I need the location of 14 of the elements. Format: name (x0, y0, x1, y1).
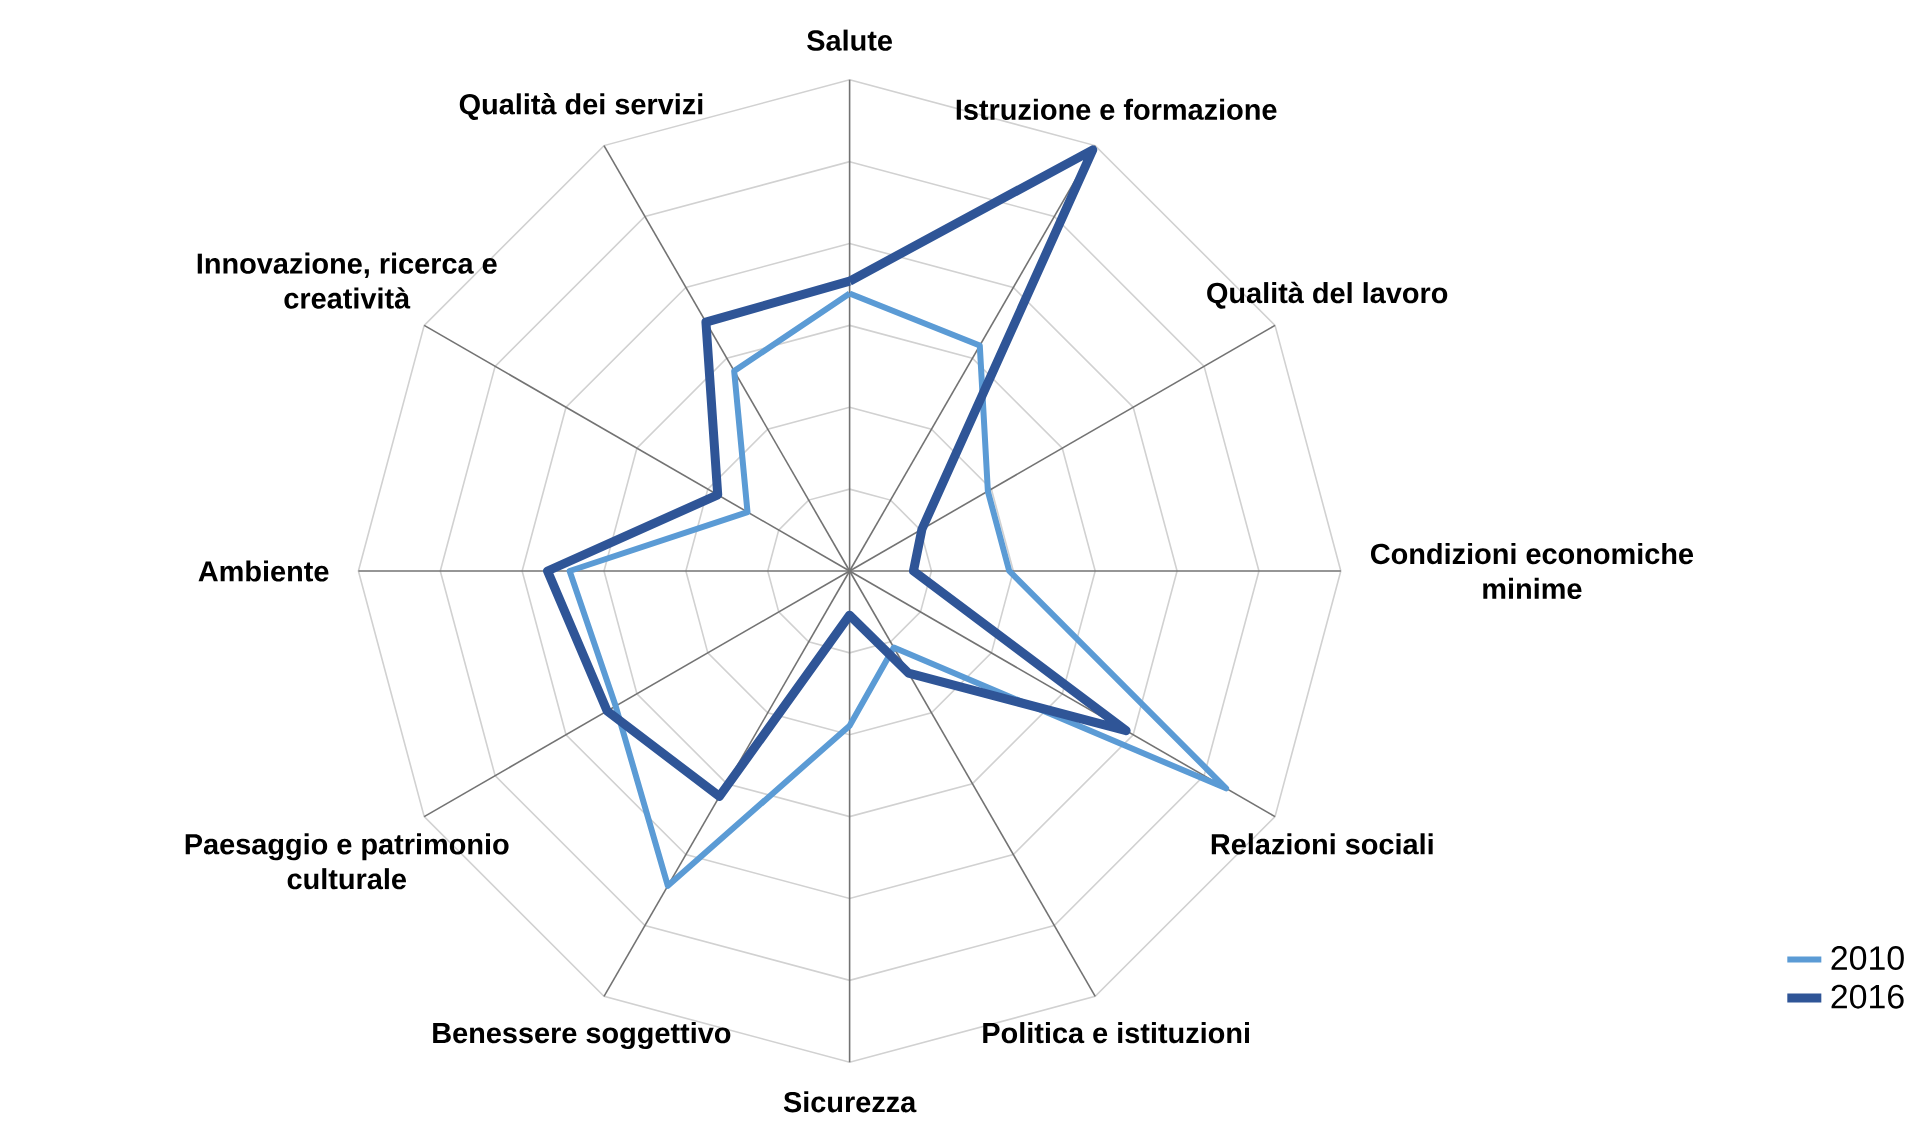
spoke-label: Qualità del lavoro (1207, 281, 1448, 309)
spoke-label: Relazioni sociali (1211, 833, 1433, 855)
spoke-label: Sicurezza (783, 1091, 917, 1113)
legend-label: 2010 (1831, 946, 1904, 971)
spoke-label: Salute (807, 29, 892, 51)
spoke-label: Politica e istituzioni (983, 1022, 1249, 1044)
spoke-label: Ambiente (198, 560, 329, 582)
spoke-label: Benessere soggettivo (433, 1022, 731, 1050)
spoke-label: Paesaggio e patrimonio culturale (185, 833, 509, 890)
legend-label: 2016 (1831, 984, 1904, 1009)
spoke-label: Istruzione e formazione (956, 98, 1277, 120)
spoke-label: Innovazione, ricerca e creatività (197, 252, 497, 309)
spoke-label: Qualità dei servizi (459, 93, 703, 120)
spoke-label: Condizioni economiche minime (1370, 542, 1694, 600)
